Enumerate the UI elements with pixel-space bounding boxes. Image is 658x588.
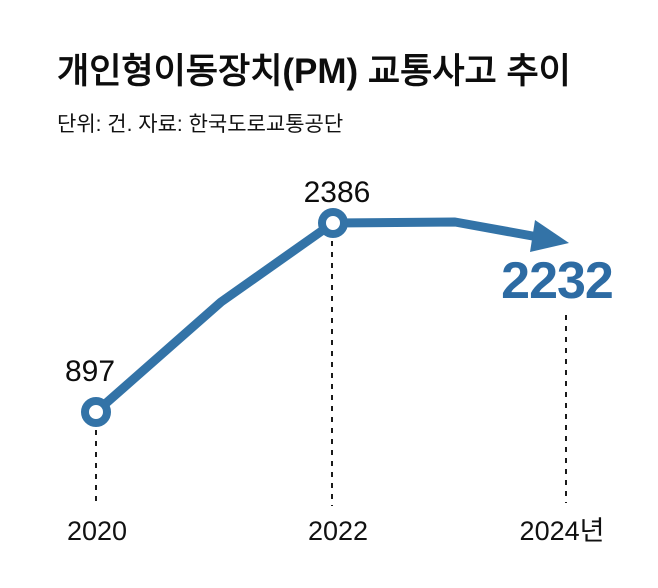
data-point-marker-2020 xyxy=(81,397,111,427)
data-point-marker-2022 xyxy=(318,208,348,238)
trend-arrowhead-icon xyxy=(530,220,569,252)
value-label-2024-highlight: 2232 xyxy=(501,252,613,310)
value-label-2022: 2386 xyxy=(304,176,371,209)
chart-title: 개인형이동장치(PM) 교통사고 추이 xyxy=(57,52,571,91)
chart-subtitle: 단위: 건. 자료: 한국도로교통공단 xyxy=(57,113,343,136)
value-label-2020: 897 xyxy=(65,355,115,388)
x-axis-label-2022: 2022 xyxy=(308,516,368,546)
x-axis-label-2020: 2020 xyxy=(67,516,127,546)
trend-line xyxy=(91,217,543,417)
x-axis-label-2024: 2024년 xyxy=(520,516,605,546)
